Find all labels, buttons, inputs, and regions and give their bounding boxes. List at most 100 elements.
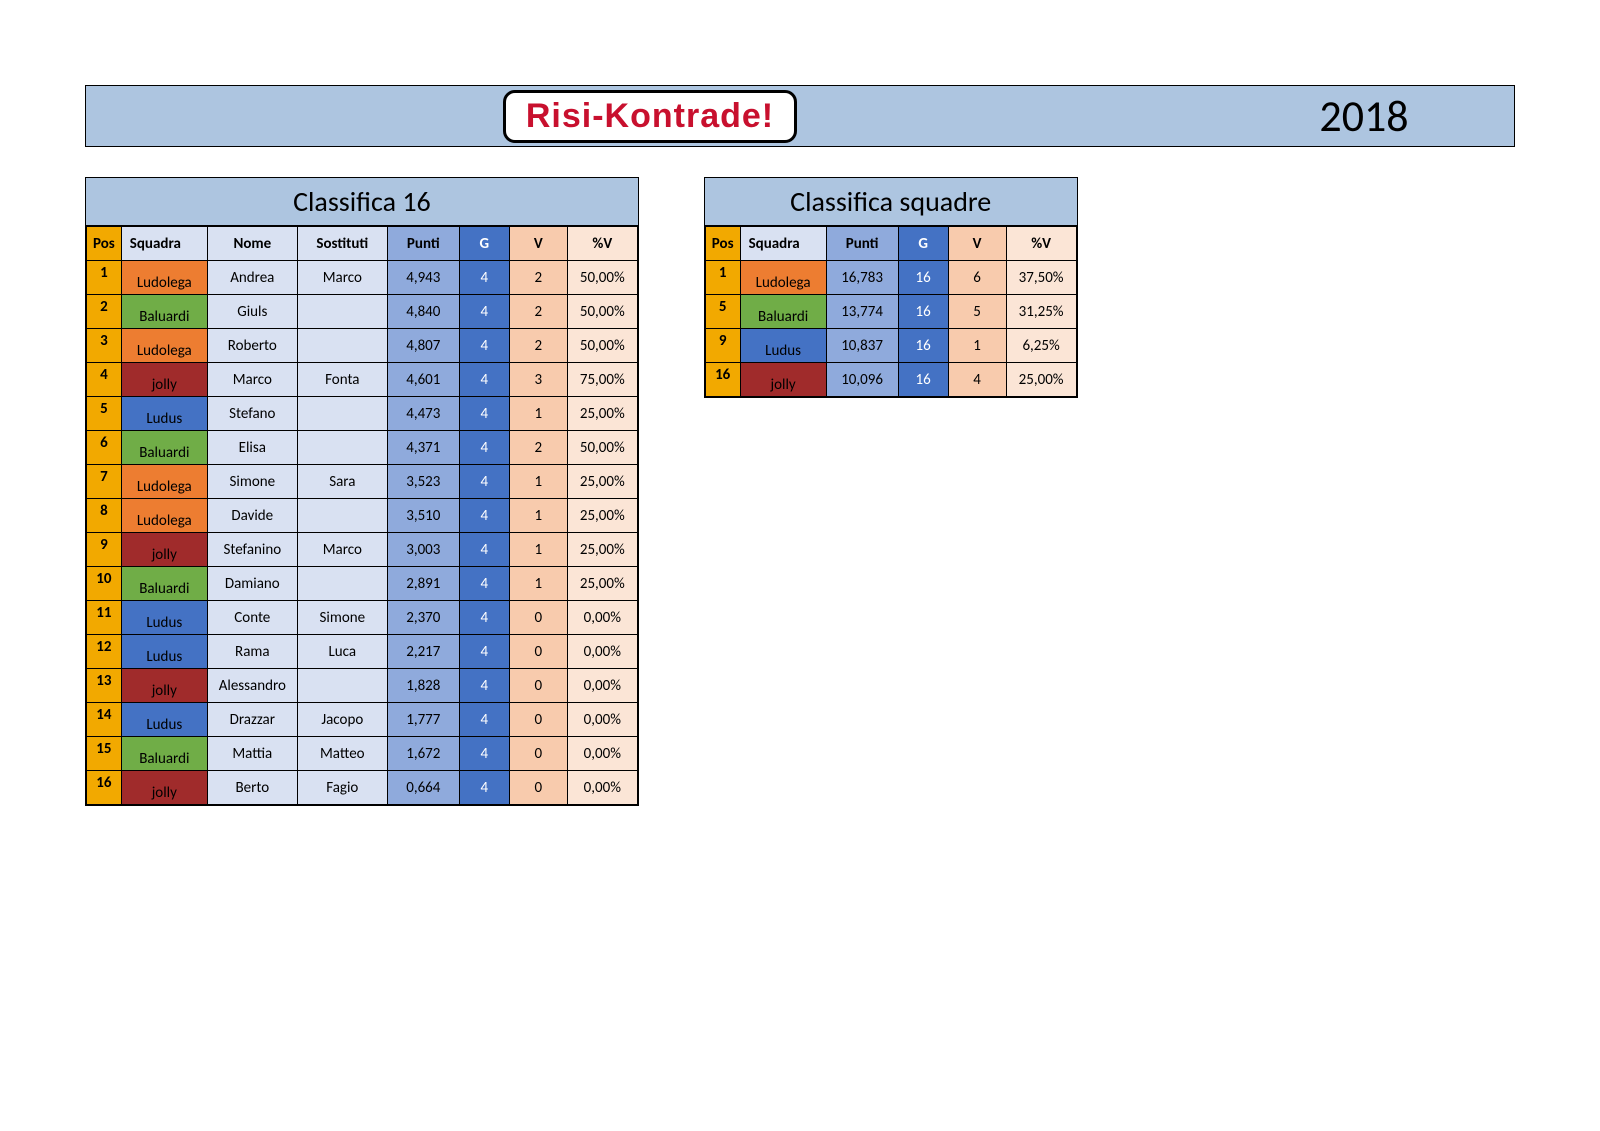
cell: Roberto — [207, 329, 297, 363]
cell: 4 — [459, 465, 509, 499]
cell: 4,943 — [387, 261, 459, 295]
col-header: Punti — [826, 227, 898, 261]
table-row: 2BaluardiGiuls4,8404250,00% — [87, 295, 638, 329]
cell: Ludus — [121, 601, 207, 635]
col-header: Squadra — [121, 227, 207, 261]
cell: 16,783 — [826, 261, 898, 295]
table-row: 3LudolegaRoberto4,8074250,00% — [87, 329, 638, 363]
cell: 1 — [509, 567, 567, 601]
cell: 25,00% — [567, 567, 637, 601]
cell: jolly — [121, 363, 207, 397]
cell: 13,774 — [826, 295, 898, 329]
table-row: 5Baluardi13,77416531,25% — [705, 295, 1076, 329]
cell: Fagio — [297, 771, 387, 805]
table2: PosSquadraPuntiGV%V 1Ludolega16,78316637… — [705, 226, 1077, 397]
cell: 0 — [509, 601, 567, 635]
cell: 4,371 — [387, 431, 459, 465]
cell: Luca — [297, 635, 387, 669]
cell: 1 — [509, 533, 567, 567]
cell: 4 — [459, 771, 509, 805]
table-row: 16jolly10,09616425,00% — [705, 363, 1076, 397]
cell: Drazzar — [207, 703, 297, 737]
cell: 16 — [87, 771, 122, 805]
cell: Berto — [207, 771, 297, 805]
cell: Baluardi — [121, 567, 207, 601]
table-row: 9jollyStefaninoMarco3,0034125,00% — [87, 533, 638, 567]
cell: Simone — [207, 465, 297, 499]
cell: 0,00% — [567, 703, 637, 737]
cell: 5 — [948, 295, 1006, 329]
cell: jolly — [121, 771, 207, 805]
cell: Davide — [207, 499, 297, 533]
cell: 3,510 — [387, 499, 459, 533]
cell: Baluardi — [121, 431, 207, 465]
cell: 1,828 — [387, 669, 459, 703]
cell: 0,00% — [567, 635, 637, 669]
cell: 9 — [705, 329, 740, 363]
cell: 25,00% — [567, 465, 637, 499]
col-header: Nome — [207, 227, 297, 261]
col-header: G — [459, 227, 509, 261]
cell: 4 — [459, 363, 509, 397]
cell: Ludolega — [121, 499, 207, 533]
cell: 1 — [509, 499, 567, 533]
table-row: 4jollyMarcoFonta4,6014375,00% — [87, 363, 638, 397]
cell: 4 — [459, 431, 509, 465]
cell: 1,777 — [387, 703, 459, 737]
cell: 37,50% — [1006, 261, 1076, 295]
table-row: 9Ludus10,8371616,25% — [705, 329, 1076, 363]
cell: 25,00% — [567, 533, 637, 567]
cell: 2,217 — [387, 635, 459, 669]
cell: Stefano — [207, 397, 297, 431]
cell: 50,00% — [567, 261, 637, 295]
cell: 4,601 — [387, 363, 459, 397]
cell: 2 — [509, 295, 567, 329]
cell — [297, 431, 387, 465]
col-header: V — [948, 227, 1006, 261]
cell: 0 — [509, 703, 567, 737]
cell — [297, 329, 387, 363]
cell: 2 — [87, 295, 122, 329]
cell: 2 — [509, 329, 567, 363]
cell: 4,807 — [387, 329, 459, 363]
cell: 0,00% — [567, 669, 637, 703]
cell: jolly — [121, 669, 207, 703]
cell: 4 — [459, 669, 509, 703]
table-row: 1Ludolega16,78316637,50% — [705, 261, 1076, 295]
cell: 2,370 — [387, 601, 459, 635]
cell: 4 — [459, 397, 509, 431]
cell: 8 — [87, 499, 122, 533]
cell: 4 — [459, 635, 509, 669]
table-row: 8LudolegaDavide3,5104125,00% — [87, 499, 638, 533]
col-header: %V — [567, 227, 637, 261]
cell: 0,00% — [567, 601, 637, 635]
cell: 5 — [87, 397, 122, 431]
cell: 6,25% — [1006, 329, 1076, 363]
table1: PosSquadraNomeSostitutiPuntiGV%V 1Ludole… — [86, 226, 638, 805]
col-header: Punti — [387, 227, 459, 261]
table-row: 1LudolegaAndreaMarco4,9434250,00% — [87, 261, 638, 295]
cell: 7 — [87, 465, 122, 499]
cell — [297, 499, 387, 533]
cell: Elisa — [207, 431, 297, 465]
cell: 50,00% — [567, 295, 637, 329]
cell: Marco — [297, 533, 387, 567]
cell: Baluardi — [121, 295, 207, 329]
header-year: 2018 — [1214, 86, 1514, 146]
cell: 3,523 — [387, 465, 459, 499]
cell: Giuls — [207, 295, 297, 329]
table2-title: Classifica squadre — [705, 178, 1077, 226]
cell: 50,00% — [567, 431, 637, 465]
cell: jolly — [121, 533, 207, 567]
cell: jolly — [740, 363, 826, 397]
cell: Ludolega — [740, 261, 826, 295]
cell: 9 — [87, 533, 122, 567]
cell: 6 — [87, 431, 122, 465]
table1-title: Classifica 16 — [86, 178, 638, 226]
cell: Ludus — [121, 703, 207, 737]
cell: Mattia — [207, 737, 297, 771]
table-row: 12LudusRamaLuca2,217400,00% — [87, 635, 638, 669]
cell: Conte — [207, 601, 297, 635]
cell: 0 — [509, 635, 567, 669]
cell: 25,00% — [567, 397, 637, 431]
